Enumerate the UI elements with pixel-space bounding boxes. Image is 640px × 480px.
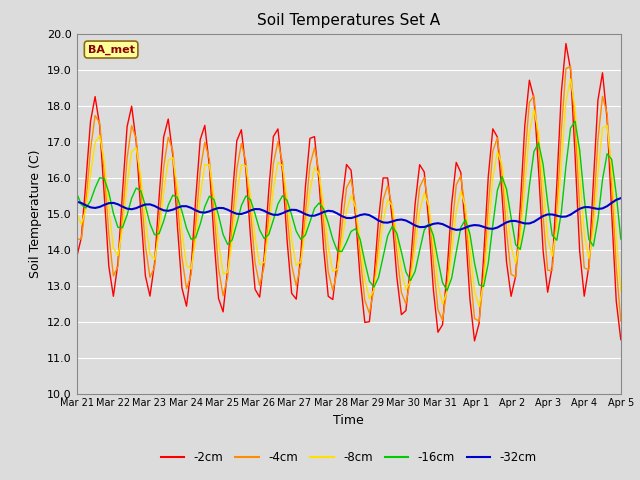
Y-axis label: Soil Temperature (C): Soil Temperature (C) [29, 149, 42, 278]
-2cm [73, 254, 81, 260]
-8cm [188, 266, 195, 272]
-8cm [448, 250, 456, 256]
-4cm [374, 240, 382, 246]
-32cm [374, 217, 382, 223]
-8cm [608, 166, 616, 172]
Line: -2cm: -2cm [77, 44, 621, 341]
-8cm [617, 288, 625, 294]
-32cm [452, 227, 460, 233]
-2cm [608, 209, 616, 215]
-8cm [73, 210, 81, 216]
-16cm [374, 275, 382, 280]
-16cm [452, 249, 460, 255]
-2cm [188, 266, 195, 272]
-4cm [566, 63, 574, 69]
-32cm [220, 205, 227, 211]
-16cm [617, 236, 625, 242]
-32cm [73, 199, 81, 204]
-32cm [188, 205, 195, 211]
-16cm [220, 231, 227, 237]
-2cm [220, 309, 227, 315]
-16cm [608, 156, 616, 162]
-8cm [220, 271, 227, 276]
-32cm [617, 195, 625, 201]
-8cm [566, 76, 574, 82]
-32cm [448, 226, 456, 231]
-2cm [470, 338, 478, 344]
Line: -32cm: -32cm [77, 198, 621, 230]
-4cm [617, 318, 625, 324]
-2cm [508, 293, 515, 299]
-4cm [220, 293, 227, 299]
-4cm [448, 229, 456, 235]
-8cm [374, 256, 382, 262]
-16cm [508, 215, 515, 220]
-16cm [572, 119, 579, 124]
Line: -16cm: -16cm [77, 121, 621, 290]
-8cm [508, 244, 515, 250]
-8cm [476, 303, 483, 309]
-2cm [374, 217, 382, 223]
-4cm [73, 237, 81, 242]
-32cm [508, 218, 515, 224]
Line: -8cm: -8cm [77, 79, 621, 306]
-4cm [508, 271, 515, 277]
Text: BA_met: BA_met [88, 44, 134, 55]
Line: -4cm: -4cm [77, 66, 621, 321]
-2cm [617, 336, 625, 342]
X-axis label: Time: Time [333, 414, 364, 427]
-16cm [444, 288, 451, 293]
-32cm [604, 204, 611, 209]
-2cm [448, 201, 456, 207]
Title: Soil Temperatures Set A: Soil Temperatures Set A [257, 13, 440, 28]
Legend: -2cm, -4cm, -8cm, -16cm, -32cm: -2cm, -4cm, -8cm, -16cm, -32cm [156, 446, 541, 469]
-4cm [608, 180, 616, 186]
-16cm [188, 236, 195, 242]
-16cm [73, 191, 81, 196]
-2cm [562, 41, 570, 47]
-4cm [476, 318, 483, 324]
-4cm [188, 272, 195, 278]
